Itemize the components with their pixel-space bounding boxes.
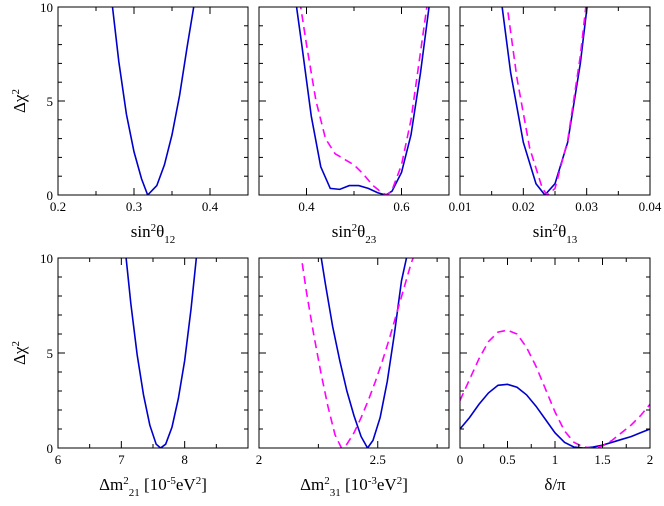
x-tick-label: 2 <box>647 452 654 467</box>
x-tick-label: 0 <box>457 452 464 467</box>
y-axis-label: Δχ2 <box>10 89 29 113</box>
y-axis-label: Δχ2 <box>10 341 29 365</box>
panel-dm31: 2 2.5 Δm231 [10-3eV2] <box>256 257 450 499</box>
plot-frame <box>57 6 249 196</box>
x-tick-label: 0.4 <box>202 199 219 214</box>
plot-frame <box>258 257 450 449</box>
series-solid-delta <box>460 383 650 448</box>
panel-sin2theta13: 0.01 0.02 0.03 0.04 sin2θ13 <box>449 6 662 246</box>
x-axis-label: Δm221 [10-5eV2] <box>99 475 207 499</box>
y-tick-label: 0 <box>47 441 54 456</box>
x-axis-label: δ/π <box>544 475 566 494</box>
x-axis-label: sin2θ23 <box>332 222 377 246</box>
x-axis-label: sin2θ12 <box>131 222 176 246</box>
x-tick-label: 2 <box>256 452 263 467</box>
x-tick-label: 7 <box>118 452 125 467</box>
plot-frame <box>459 6 651 196</box>
plot-frame <box>57 257 249 449</box>
panel-sin2theta12: 0.2 0.3 0.4 0 5 10 sin2θ12 Δχ2 <box>10 0 249 246</box>
series-solid-sin2theta23 <box>295 7 430 195</box>
panel-delta: 0 0.5 1 1.5 2 δ/π <box>457 257 654 494</box>
x-tick-label: 0.01 <box>449 199 472 214</box>
series-solid-dm21 <box>125 258 198 448</box>
y-tick-label: 0 <box>47 188 54 203</box>
x-axis-label: Δm231 [10-3eV2] <box>300 475 408 499</box>
x-tick-label: 0.2 <box>50 199 66 214</box>
plot-frame <box>258 6 450 196</box>
series-solid-sin2theta12 <box>111 7 195 195</box>
series-dashed-sin2theta23 <box>299 7 428 195</box>
x-tick-label: 0.03 <box>575 199 598 214</box>
plot-frame <box>459 257 651 449</box>
x-tick-label: 0.6 <box>393 199 410 214</box>
x-tick-label: 8 <box>181 452 188 467</box>
x-tick-label: 1.5 <box>594 452 610 467</box>
x-axis-label: sin2θ13 <box>533 222 578 246</box>
series-dashed-delta <box>460 329 650 448</box>
series-dashed-sin2theta13 <box>506 7 587 195</box>
panel-sin2theta23: 0.4 0.6 sin2θ23 <box>258 6 450 246</box>
x-tick-label: 6 <box>55 452 62 467</box>
series-solid-dm31 <box>320 258 408 448</box>
series-dashed-dm31 <box>300 258 414 448</box>
panel-dm21: 6 7 8 0 5 10 Δm221 [10-5eV2] Δχ2 <box>10 251 249 499</box>
y-tick-label: 10 <box>40 251 53 266</box>
x-tick-label: 0.4 <box>298 199 315 214</box>
y-tick-label: 10 <box>40 0 53 15</box>
x-tick-label: 2.5 <box>370 452 386 467</box>
x-tick-label: 1 <box>552 452 559 467</box>
x-tick-label: 0.5 <box>499 452 515 467</box>
x-tick-label: 0.3 <box>126 199 142 214</box>
x-tick-label: 0.04 <box>639 199 662 214</box>
y-tick-label: 5 <box>47 346 54 361</box>
y-tick-label: 5 <box>47 94 54 109</box>
x-tick-label: 0.02 <box>512 199 535 214</box>
series-solid-sin2theta13 <box>501 7 588 195</box>
